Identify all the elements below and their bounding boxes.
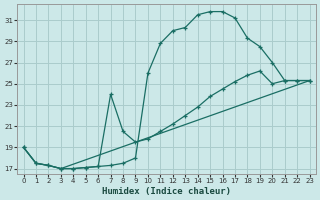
X-axis label: Humidex (Indice chaleur): Humidex (Indice chaleur) (102, 187, 231, 196)
